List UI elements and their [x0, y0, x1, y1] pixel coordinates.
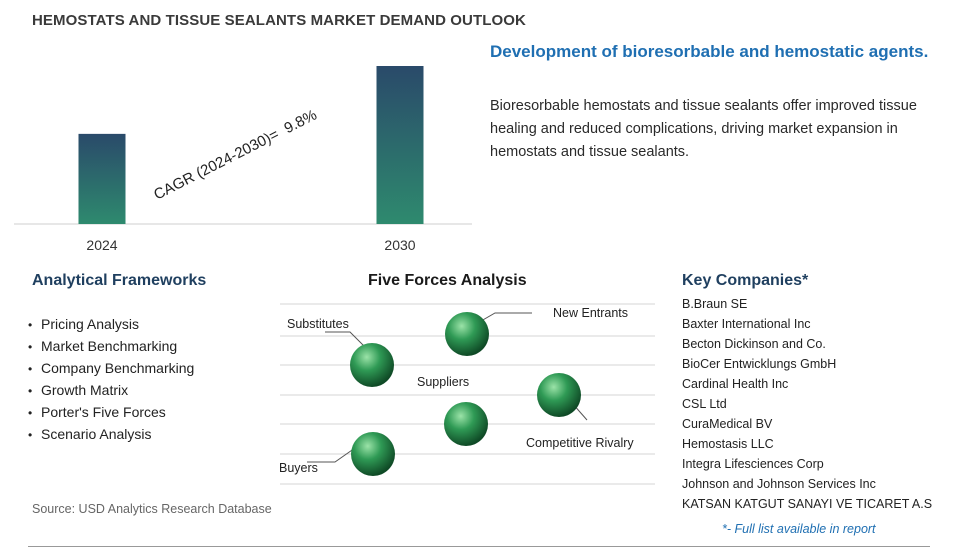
companies-note: *- Full list available in report [722, 522, 876, 536]
force-label-substitutes: Substitutes [287, 317, 349, 331]
force-label-new-entrants: New Entrants [553, 306, 628, 320]
company-item: CSL Ltd [682, 397, 727, 411]
force-label-suppliers: Suppliers [417, 375, 469, 389]
x-tick-2030: 2030 [384, 237, 415, 253]
company-item: Becton Dickinson and Co. [682, 337, 826, 351]
force-ball-new-entrants [445, 312, 489, 356]
company-item: Johnson and Johnson Services Inc [682, 477, 876, 491]
companies-title: Key Companies* [682, 272, 809, 289]
framework-item: Growth Matrix [28, 380, 194, 402]
force-ball-suppliers [444, 402, 488, 446]
company-item: CuraMedical BV [682, 417, 773, 431]
force-ball-rivalry [537, 373, 581, 417]
force-label-buyers: Buyers [279, 461, 318, 475]
five-forces-title: Five Forces Analysis [368, 272, 527, 289]
force-label-rivalry: Competitive Rivalry [526, 436, 634, 450]
bar-2030 [376, 66, 424, 224]
company-item: BioCer Entwicklungs GmbH [682, 357, 837, 371]
bottom-divider [28, 546, 930, 547]
force-ball-substitutes [350, 343, 394, 387]
five-forces-diagram: Substitutes New Entrants Suppliers Compe… [279, 303, 655, 485]
page-title: HEMOSTATS AND TISSUE SEALANTS MARKET DEM… [32, 12, 526, 29]
frameworks-list: Pricing Analysis Market Benchmarking Com… [28, 314, 194, 446]
force-ball-buyers [351, 432, 395, 476]
company-item: Cardinal Health Inc [682, 377, 789, 391]
insight-body: Bioresorbable hemostats and tissue seala… [490, 98, 917, 160]
market-bar-chart: 2024 2030 CAGR (2024-2030)= 9.8% [14, 66, 472, 253]
frameworks-title: Analytical Frameworks [32, 272, 207, 289]
company-item: Hemostasis LLC [682, 437, 774, 451]
framework-item: Porter's Five Forces [28, 402, 194, 424]
companies-list: B.Braun SE Baxter International Inc Bect… [682, 294, 932, 514]
framework-item: Company Benchmarking [28, 358, 194, 380]
company-item: KATSAN KATGUT SANAYI VE TICARET A.S [682, 497, 933, 511]
company-item: Baxter International Inc [682, 317, 811, 331]
company-item: B.Braun SE [682, 297, 748, 311]
bar-2024 [78, 133, 126, 224]
insight-headline: Development of bioresorbable and hemosta… [490, 42, 929, 61]
cagr-annotation: CAGR (2024-2030)= 9.8% [151, 106, 320, 203]
source-note: Source: USD Analytics Research Database [32, 502, 272, 516]
framework-item: Pricing Analysis [28, 314, 194, 336]
x-tick-2024: 2024 [86, 237, 117, 253]
framework-item: Market Benchmarking [28, 336, 194, 358]
company-item: Integra Lifesciences Corp [682, 457, 824, 471]
framework-item: Scenario Analysis [28, 424, 194, 446]
